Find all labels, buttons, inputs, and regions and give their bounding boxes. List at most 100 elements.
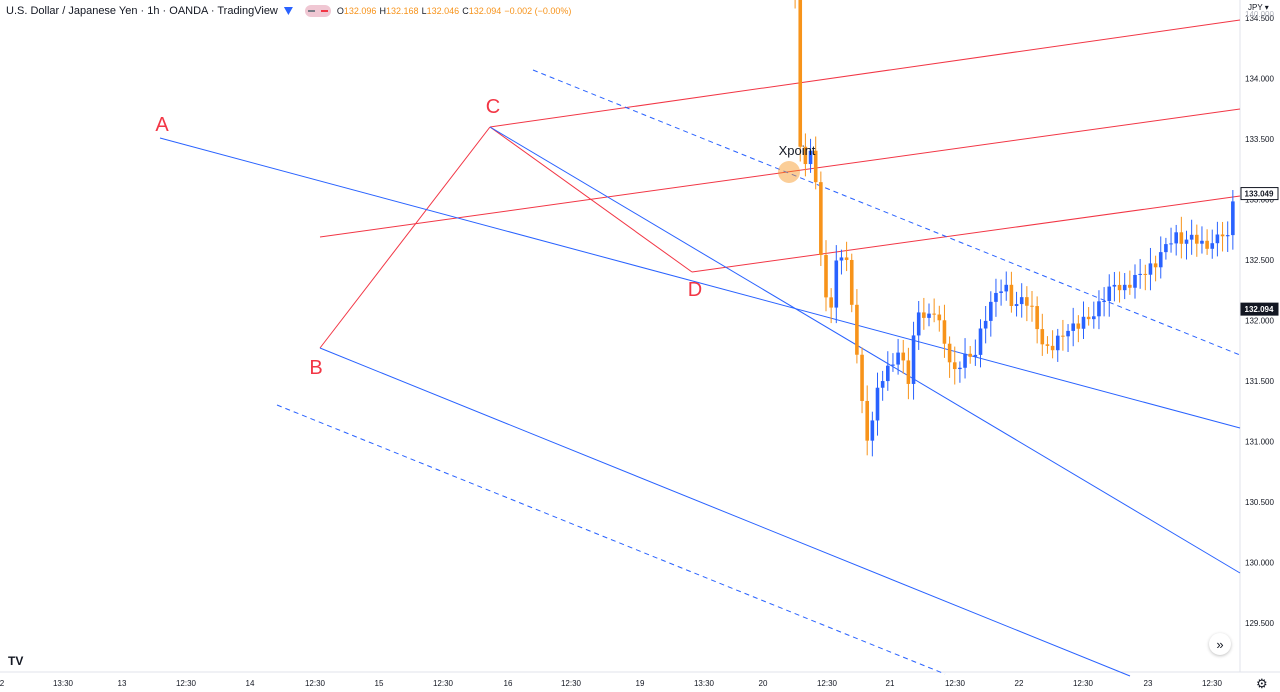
candle-body[interactable] [1205,240,1209,249]
candle-body[interactable] [803,146,808,165]
red-zigzag-c-d[interactable] [489,126,693,273]
candle-body[interactable] [1122,284,1127,291]
candle-body[interactable] [1009,284,1014,306]
candle-body[interactable] [1081,316,1086,329]
red-pitchfork-lower[interactable] [691,195,1241,273]
blue-channel-middle[interactable] [489,126,1241,574]
candle-body[interactable] [1076,323,1081,329]
candle-body[interactable] [1231,201,1235,236]
candle-body[interactable] [1055,335,1060,351]
candle-body[interactable] [798,0,803,147]
blue-channel-dashed-upper[interactable] [532,69,1241,356]
candle-body[interactable] [999,291,1003,293]
candle-body[interactable] [1153,263,1158,268]
annotation-d[interactable]: D [688,279,702,301]
candle-body[interactable] [813,150,818,183]
candle-body[interactable] [891,364,895,366]
candle-body[interactable] [1107,286,1112,301]
annotation-b[interactable]: B [309,357,322,379]
candle-body[interactable] [880,381,885,388]
xpoint-marker[interactable] [778,161,800,183]
candle-body[interactable] [1215,234,1220,244]
candle-body[interactable] [860,354,864,401]
candle-body[interactable] [865,400,869,441]
candle-body[interactable] [1086,316,1091,320]
candle-body[interactable] [1092,316,1096,320]
candle-body[interactable] [1179,232,1184,244]
blue-channel-upper[interactable] [159,137,1241,429]
candle-body[interactable] [927,313,931,318]
candle-body[interactable] [1220,234,1225,237]
blue-channel-dashed-lower[interactable] [276,404,946,675]
annotation-xpoint[interactable]: Xpoint [779,143,816,158]
annotation-a[interactable]: A [155,114,169,136]
candle-body[interactable] [886,365,890,382]
candle-body[interactable] [989,301,993,321]
minus-equals-pill-icon[interactable] [304,5,331,17]
candle-body[interactable] [896,352,900,365]
candle-body[interactable] [911,335,916,384]
candle-body[interactable] [1143,273,1148,275]
candle-body[interactable] [1200,240,1204,244]
candle-body[interactable] [1128,284,1132,288]
candle-body[interactable] [1133,274,1137,288]
candle-body[interactable] [1050,345,1055,351]
candle-body[interactable] [834,260,839,308]
candle-body[interactable] [1112,284,1117,287]
candle-body[interactable] [844,257,849,260]
candle-body[interactable] [1030,305,1034,307]
candle-body[interactable] [1066,330,1070,337]
candle-body[interactable] [937,314,942,321]
gear-icon[interactable]: ⚙ [1256,676,1268,691]
candle-body[interactable] [1164,244,1168,253]
annotation-c[interactable]: C [486,96,500,118]
triangle-flag-icon[interactable] [283,7,293,15]
double-chevron-right-icon[interactable]: » [1209,633,1231,655]
candle-body[interactable] [1148,263,1153,275]
symbol-title[interactable]: U.S. Dollar / Japanese Yen · 1h · OANDA … [6,5,278,17]
candle-body[interactable] [1014,304,1019,306]
candle-body[interactable] [870,420,875,441]
candle-body[interactable] [875,387,880,421]
candle-body[interactable] [994,292,998,302]
time-axis[interactable]: 2 13:30 13 12:30 14 12:30 15 12:30 16 12:30 19 13:3… [0,679,1223,688]
candle-body[interactable] [947,343,952,363]
candle-body[interactable] [932,313,936,315]
candle-body[interactable] [952,362,957,370]
candle-body[interactable] [849,259,854,305]
candle-body[interactable] [1102,300,1106,302]
candle-body[interactable] [1004,284,1009,292]
candle-body[interactable] [1097,301,1101,317]
candle-body[interactable] [1061,335,1065,337]
candle-body[interactable] [1174,232,1178,244]
candle-body[interactable] [1071,323,1075,331]
candle-body[interactable] [1195,234,1199,244]
blue-channel-lower[interactable] [319,347,1131,677]
candle-body[interactable] [1138,273,1142,275]
candle-body[interactable] [1019,297,1024,305]
candle-body[interactable] [1117,284,1122,291]
candle-body[interactable] [1210,243,1215,249]
candle-body[interactable] [958,367,962,370]
candle-body[interactable] [978,328,983,355]
red-pitchfork-upper[interactable] [489,19,1241,128]
red-zigzag-b-c[interactable] [319,126,491,349]
candle-body[interactable] [824,255,828,298]
candle-body[interactable] [901,352,906,361]
candle-body[interactable] [829,297,833,308]
price-axis[interactable]: 129.500 130.000 130.500 131.000 131.500 132.0… [1245,0,1274,628]
candle-body[interactable] [1025,297,1029,306]
candle-body[interactable] [855,304,859,355]
candle-body[interactable] [1184,239,1189,244]
candle-body[interactable] [1035,306,1039,330]
candle-body[interactable] [973,354,978,357]
candle-body[interactable] [983,320,988,329]
candle-body[interactable] [922,312,926,318]
candle-body[interactable] [942,320,947,344]
candle-body[interactable] [1169,243,1173,245]
candle-body[interactable] [1045,344,1050,346]
candle-body[interactable] [968,353,972,357]
candle-body[interactable] [1225,235,1230,237]
